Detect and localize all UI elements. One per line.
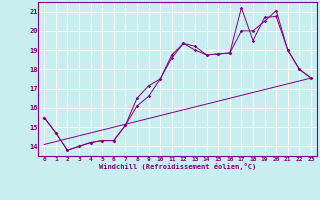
X-axis label: Windchill (Refroidissement éolien,°C): Windchill (Refroidissement éolien,°C): [99, 163, 256, 170]
